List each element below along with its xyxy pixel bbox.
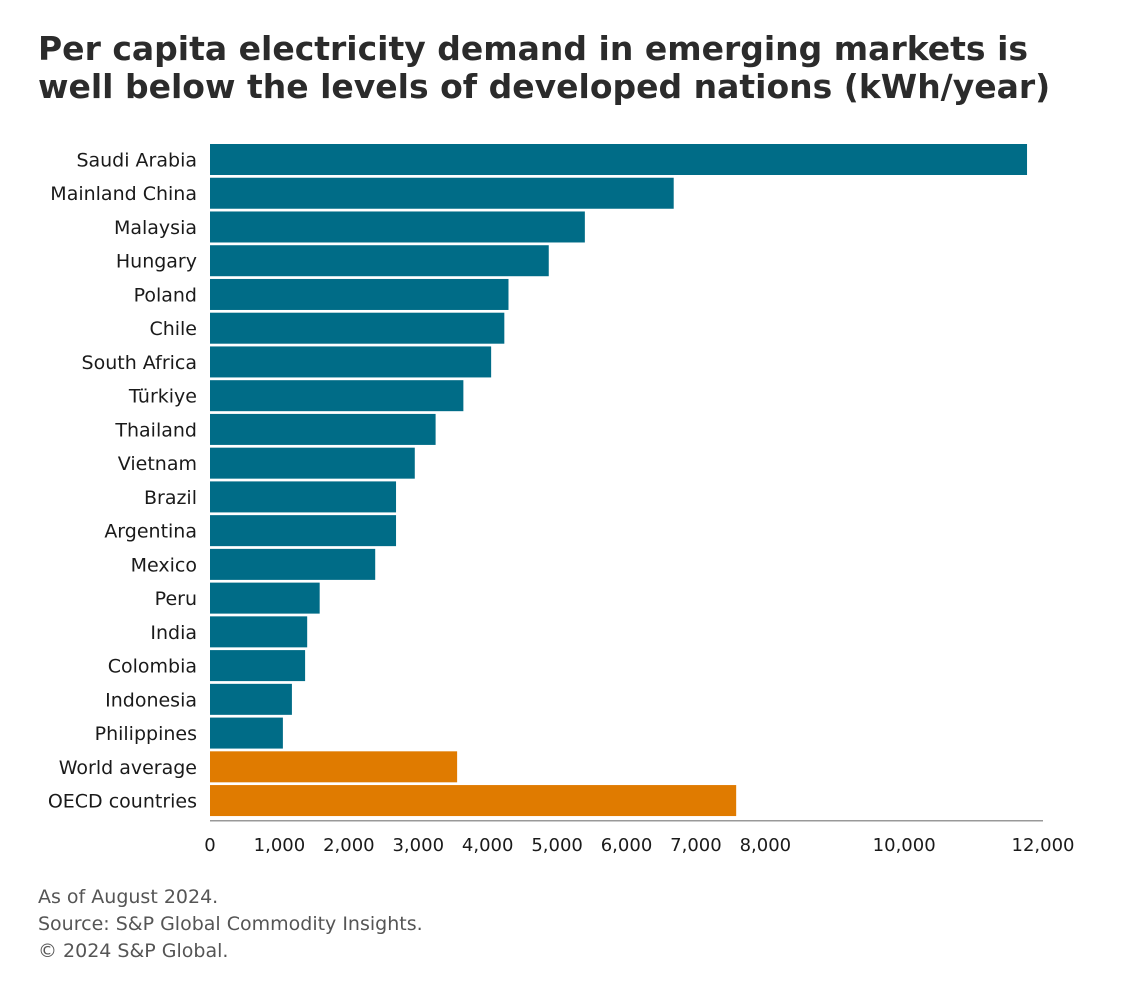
x-tick-label: 6,000: [601, 835, 653, 856]
category-label: Colombia: [108, 656, 197, 678]
category-label: Chile: [149, 318, 197, 340]
x-tick-label: 2,000: [323, 835, 375, 856]
x-tick-label: 0: [204, 835, 215, 856]
bar-saudi-arabia: [210, 144, 1028, 175]
category-label: Mainland China: [50, 183, 197, 205]
x-tick-label: 1,000: [254, 835, 306, 856]
category-label: Philippines: [95, 723, 197, 745]
bar-world-average: [210, 751, 458, 783]
bar-indonesia: [210, 683, 292, 715]
bar-oecd-countries: [210, 785, 737, 817]
bar-hungary: [210, 245, 549, 277]
bar-chart: Saudi Arabia Mainland China Malaysia Hungar…: [48, 144, 1074, 856]
category-label: Argentina: [104, 521, 197, 543]
category-labels: Saudi Arabia Mainland China Malaysia Hungar…: [48, 150, 197, 813]
category-label: Türkiye: [128, 386, 197, 408]
bar-india: [210, 616, 308, 648]
category-label: South Africa: [82, 352, 197, 374]
bar-argentina: [210, 515, 397, 547]
bar-south-africa: [210, 346, 492, 378]
category-label: Thailand: [114, 419, 197, 441]
category-label: Malaysia: [114, 217, 197, 239]
category-label: Peru: [155, 588, 197, 610]
category-label: India: [150, 622, 197, 644]
category-label: Vietnam: [118, 453, 197, 475]
x-tick-label: 10,000: [873, 835, 936, 856]
category-label: Hungary: [116, 251, 197, 273]
bar-t-rkiye: [210, 380, 464, 412]
x-tick-label: 8,000: [740, 835, 792, 856]
category-label: Saudi Arabia: [76, 150, 197, 172]
footer-source: Source: S&P Global Commodity Insights.: [38, 913, 423, 935]
category-label: Poland: [134, 284, 197, 306]
bar-mainland-china: [210, 177, 674, 209]
bar-brazil: [210, 481, 397, 513]
footer-note: As of August 2024.: [38, 886, 219, 908]
x-axis-tick-labels: 0 1,000 2,000 3,000 4,000 5,000 6,000 7,000 8,00…: [204, 835, 1074, 856]
chart-title: Per capita electricity demand in emergin…: [38, 29, 1051, 106]
bar-malaysia: [210, 211, 585, 243]
x-tick-label: 5,000: [531, 835, 583, 856]
x-tick-label: 4,000: [462, 835, 514, 856]
bar-peru: [210, 582, 320, 614]
category-label: Indonesia: [105, 689, 197, 711]
bar-mexico: [210, 548, 376, 580]
category-label: Brazil: [144, 487, 197, 509]
footer: As of August 2024. Source: S&P Global Co…: [38, 884, 423, 965]
bar-poland: [210, 278, 509, 310]
bars-group: [210, 144, 1028, 817]
bar-vietnam: [210, 447, 415, 479]
x-tick-label: 3,000: [392, 835, 444, 856]
footer-copyright: © 2024 S&P Global.: [38, 940, 229, 962]
category-label: Mexico: [131, 554, 197, 576]
category-label: OECD countries: [48, 791, 197, 813]
bar-thailand: [210, 413, 436, 445]
bar-chile: [210, 312, 505, 344]
bar-philippines: [210, 717, 283, 749]
bar-colombia: [210, 650, 306, 682]
category-label: World average: [59, 757, 197, 779]
x-tick-label: 7,000: [670, 835, 722, 856]
x-tick-label: 12,000: [1012, 835, 1075, 856]
